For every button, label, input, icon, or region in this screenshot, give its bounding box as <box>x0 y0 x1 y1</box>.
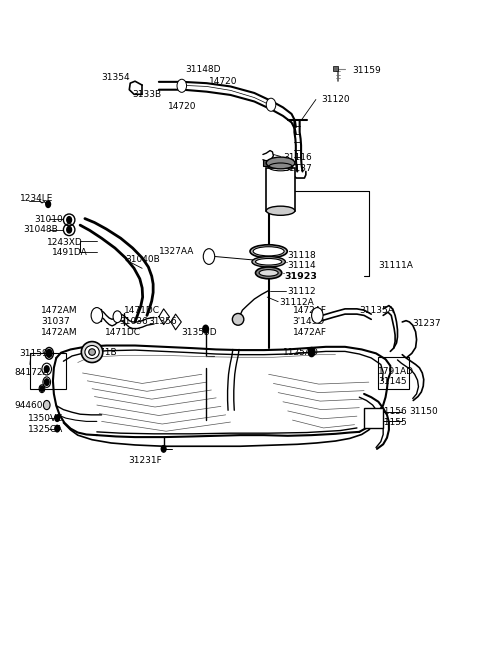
Text: 1243XD: 1243XD <box>47 238 83 246</box>
Circle shape <box>177 79 187 93</box>
Text: 31137: 31137 <box>283 164 312 173</box>
Text: 3'149D: 3'149D <box>292 317 325 326</box>
Ellipse shape <box>89 349 96 355</box>
Ellipse shape <box>253 247 284 256</box>
Text: 31036: 31036 <box>120 317 148 326</box>
Ellipse shape <box>85 346 99 359</box>
Bar <box>266 168 295 211</box>
Text: 1327AA: 1327AA <box>159 247 194 256</box>
Text: 1234LE: 1234LE <box>20 194 53 204</box>
Text: 31010: 31010 <box>34 215 62 224</box>
Circle shape <box>44 366 49 373</box>
Text: 31355D: 31355D <box>182 328 217 337</box>
Text: 1471DC: 1471DC <box>106 328 142 337</box>
Circle shape <box>308 348 315 357</box>
Text: 1472AM: 1472AM <box>41 328 78 337</box>
Ellipse shape <box>232 313 244 325</box>
Text: 84172A: 84172A <box>15 368 49 377</box>
Text: 1472AF: 1472AF <box>292 306 326 315</box>
Text: 1472AF: 1472AF <box>292 328 326 337</box>
Circle shape <box>67 217 72 223</box>
Circle shape <box>67 227 72 233</box>
Circle shape <box>46 350 52 357</box>
Text: 1350VC: 1350VC <box>28 414 63 422</box>
Text: 31159: 31159 <box>20 349 48 358</box>
Bar <box>263 160 274 166</box>
Text: 1325CA: 1325CA <box>28 424 63 434</box>
Circle shape <box>203 325 208 333</box>
Circle shape <box>203 249 215 264</box>
Text: 31111A: 31111A <box>378 261 413 269</box>
Circle shape <box>161 445 166 452</box>
Text: 31112A: 31112A <box>280 298 314 307</box>
Circle shape <box>205 252 212 261</box>
Bar <box>364 408 383 428</box>
Ellipse shape <box>250 245 287 258</box>
Text: 31135A: 31135A <box>360 306 394 315</box>
Text: 1125AD: 1125AD <box>283 348 319 357</box>
Text: 94460: 94460 <box>15 401 43 409</box>
Circle shape <box>40 386 44 392</box>
Text: 31120: 31120 <box>321 95 350 104</box>
Text: 31114: 31114 <box>288 261 316 269</box>
Text: 31037: 31037 <box>41 317 70 326</box>
Bar <box>30 353 66 389</box>
Circle shape <box>314 311 321 320</box>
Text: 31112: 31112 <box>288 287 316 296</box>
Text: 31354: 31354 <box>102 74 130 82</box>
Circle shape <box>46 201 50 208</box>
Text: 31150: 31150 <box>409 407 438 416</box>
Circle shape <box>266 98 276 111</box>
Ellipse shape <box>259 269 278 276</box>
Ellipse shape <box>266 206 295 215</box>
Circle shape <box>312 307 323 323</box>
Circle shape <box>179 82 185 90</box>
Bar <box>333 66 338 72</box>
Text: 14720: 14720 <box>168 102 197 110</box>
Ellipse shape <box>81 342 103 363</box>
Bar <box>378 357 409 389</box>
Text: 31159: 31159 <box>352 66 381 75</box>
Text: 3133B: 3133B <box>132 91 162 99</box>
Text: 31048B: 31048B <box>23 225 58 234</box>
Text: 31356: 31356 <box>148 317 177 326</box>
Ellipse shape <box>252 256 285 267</box>
Ellipse shape <box>43 401 50 409</box>
Text: 31148D: 31148D <box>185 65 221 74</box>
Text: 31155: 31155 <box>378 418 407 426</box>
Text: 31116: 31116 <box>283 152 312 162</box>
Text: 1472AM: 1472AM <box>41 306 78 315</box>
Circle shape <box>115 313 120 320</box>
Ellipse shape <box>255 258 282 265</box>
Circle shape <box>55 415 60 421</box>
Text: 31231F: 31231F <box>128 456 162 465</box>
Text: 31040B: 31040B <box>125 256 160 264</box>
Circle shape <box>91 307 103 323</box>
Circle shape <box>55 425 60 432</box>
Circle shape <box>44 379 49 386</box>
Circle shape <box>113 311 121 323</box>
Ellipse shape <box>255 267 282 279</box>
Text: 1491DA: 1491DA <box>52 248 88 257</box>
Text: 31118: 31118 <box>288 251 316 260</box>
Text: 94471B: 94471B <box>83 348 117 357</box>
Text: 31145: 31145 <box>378 377 407 386</box>
Text: 14720: 14720 <box>209 78 238 86</box>
Ellipse shape <box>266 157 295 169</box>
Text: 31923: 31923 <box>285 271 318 281</box>
Circle shape <box>268 101 274 108</box>
Text: 1791AD: 1791AD <box>378 367 414 376</box>
Text: 31237: 31237 <box>412 319 441 328</box>
Text: 31156: 31156 <box>378 407 407 416</box>
Circle shape <box>94 311 100 320</box>
Text: 1471DC: 1471DC <box>124 306 160 315</box>
